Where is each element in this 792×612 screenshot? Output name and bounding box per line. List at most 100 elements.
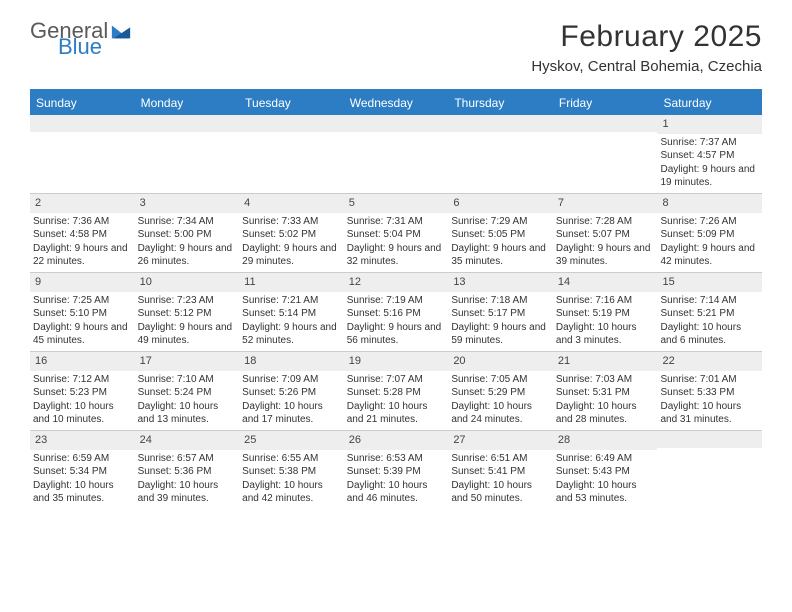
day-number: 11 (239, 273, 344, 292)
day-cell: 6Sunrise: 7:29 AMSunset: 5:05 PMDaylight… (448, 194, 553, 272)
day-number (553, 115, 658, 132)
day-info-line: Daylight: 10 hours and 53 minutes. (556, 479, 655, 506)
day-cell (135, 115, 240, 193)
day-cell (344, 115, 449, 193)
day-info-line: Sunset: 5:17 PM (451, 307, 550, 321)
day-number (30, 115, 135, 132)
day-info-line: Daylight: 10 hours and 31 minutes. (660, 400, 759, 427)
day-info-line: Daylight: 9 hours and 22 minutes. (33, 242, 132, 269)
day-number: 25 (239, 431, 344, 450)
day-number: 27 (448, 431, 553, 450)
day-number: 26 (344, 431, 449, 450)
day-cell: 16Sunrise: 7:12 AMSunset: 5:23 PMDayligh… (30, 352, 135, 430)
day-number: 3 (135, 194, 240, 213)
day-info-line: Sunrise: 7:36 AM (33, 215, 132, 229)
day-number: 28 (553, 431, 658, 450)
day-cell (239, 115, 344, 193)
day-info-line: Sunrise: 7:03 AM (556, 373, 655, 387)
day-cell: 9Sunrise: 7:25 AMSunset: 5:10 PMDaylight… (30, 273, 135, 351)
day-info-line: Daylight: 10 hours and 46 minutes. (347, 479, 446, 506)
day-info-line: Sunset: 5:04 PM (347, 228, 446, 242)
location-text: Hyskov, Central Bohemia, Czechia (531, 58, 762, 75)
day-info-line: Sunset: 5:36 PM (138, 465, 237, 479)
day-info-line: Daylight: 10 hours and 3 minutes. (556, 321, 655, 348)
day-info-line: Sunrise: 6:57 AM (138, 452, 237, 466)
day-cell: 24Sunrise: 6:57 AMSunset: 5:36 PMDayligh… (135, 431, 240, 509)
day-cell: 12Sunrise: 7:19 AMSunset: 5:16 PMDayligh… (344, 273, 449, 351)
day-cell: 10 Sunrise: 7:23 AMSunset: 5:12 PMDayligh… (135, 273, 240, 351)
day-info-line: Daylight: 9 hours and 39 minutes. (556, 242, 655, 269)
day-number: 1 (657, 115, 762, 134)
weeks-container: 1Sunrise: 7:37 AMSunset: 4:57 PMDaylight… (30, 115, 762, 509)
day-info-line: Sunrise: 7:29 AM (451, 215, 550, 229)
day-info-line: Sunset: 5:19 PM (556, 307, 655, 321)
day-cell: 14Sunrise: 7:16 AMSunset: 5:19 PMDayligh… (553, 273, 658, 351)
day-info-line: Sunrise: 7:21 AM (242, 294, 341, 308)
day-info-line: Daylight: 9 hours and 59 minutes. (451, 321, 550, 348)
day-info-line: Sunrise: 7:28 AM (556, 215, 655, 229)
day-info-line: Daylight: 9 hours and 42 minutes. (660, 242, 759, 269)
day-info-line: Sunset: 5:43 PM (556, 465, 655, 479)
day-number (448, 115, 553, 132)
day-info-line: Sunset: 5:07 PM (556, 228, 655, 242)
day-number: 12 (344, 273, 449, 292)
day-info-line: Sunrise: 7:16 AM (556, 294, 655, 308)
day-number: 8 (657, 194, 762, 213)
day-cell: 25Sunrise: 6:55 AMSunset: 5:38 PMDayligh… (239, 431, 344, 509)
day-info-line: Daylight: 10 hours and 50 minutes. (451, 479, 550, 506)
day-cell: 2Sunrise: 7:36 AMSunset: 4:58 PMDaylight… (30, 194, 135, 272)
day-cell: 11Sunrise: 7:21 AMSunset: 5:14 PMDayligh… (239, 273, 344, 351)
day-cell: 26Sunrise: 6:53 AMSunset: 5:39 PMDayligh… (344, 431, 449, 509)
day-number: 22 (657, 352, 762, 371)
logo-text: General Blue (30, 20, 132, 58)
day-number: 7 (553, 194, 658, 213)
day-cell: 4Sunrise: 7:33 AMSunset: 5:02 PMDaylight… (239, 194, 344, 272)
day-cell: 19Sunrise: 7:07 AMSunset: 5:28 PMDayligh… (344, 352, 449, 430)
day-info-line: Sunset: 5:21 PM (660, 307, 759, 321)
day-number (239, 115, 344, 132)
day-info-line: Sunset: 4:57 PM (660, 149, 759, 163)
day-cell: 23Sunrise: 6:59 AMSunset: 5:34 PMDayligh… (30, 431, 135, 509)
day-info-line: Sunset: 5:34 PM (33, 465, 132, 479)
day-info-line: Daylight: 10 hours and 24 minutes. (451, 400, 550, 427)
week-row: 1Sunrise: 7:37 AMSunset: 4:57 PMDaylight… (30, 115, 762, 193)
day-info-line: Sunset: 5:31 PM (556, 386, 655, 400)
day-number (344, 115, 449, 132)
day-info-line: Sunset: 5:26 PM (242, 386, 341, 400)
day-info-line: Sunrise: 6:59 AM (33, 452, 132, 466)
day-header-sun: Sunday (30, 91, 135, 115)
day-cell: 1Sunrise: 7:37 AMSunset: 4:57 PMDaylight… (657, 115, 762, 193)
day-info-line: Sunrise: 7:23 AM (138, 294, 237, 308)
day-info-line: Sunset: 5:02 PM (242, 228, 341, 242)
day-number: 21 (553, 352, 658, 371)
day-info-line: Sunrise: 6:49 AM (556, 452, 655, 466)
day-number: 10 (135, 273, 240, 292)
week-row: 2Sunrise: 7:36 AMSunset: 4:58 PMDaylight… (30, 193, 762, 272)
week-row: 9Sunrise: 7:25 AMSunset: 5:10 PMDaylight… (30, 272, 762, 351)
day-cell: 3Sunrise: 7:34 AMSunset: 5:00 PMDaylight… (135, 194, 240, 272)
day-info-line: Sunrise: 7:01 AM (660, 373, 759, 387)
day-info-line: Daylight: 9 hours and 35 minutes. (451, 242, 550, 269)
day-info-line: Sunset: 5:23 PM (33, 386, 132, 400)
day-info-line: Sunrise: 7:12 AM (33, 373, 132, 387)
day-info-line: Sunrise: 7:19 AM (347, 294, 446, 308)
day-number: 18 (239, 352, 344, 371)
day-info-line: Sunset: 5:00 PM (138, 228, 237, 242)
day-info-line: Daylight: 10 hours and 28 minutes. (556, 400, 655, 427)
day-info-line: Sunset: 5:12 PM (138, 307, 237, 321)
day-header-row: Sunday Monday Tuesday Wednesday Thursday… (30, 91, 762, 115)
day-number: 17 (135, 352, 240, 371)
day-info-line: Sunset: 5:33 PM (660, 386, 759, 400)
day-info-line: Sunrise: 7:34 AM (138, 215, 237, 229)
day-info-line: Daylight: 9 hours and 49 minutes. (138, 321, 237, 348)
day-info-line: Sunset: 5:39 PM (347, 465, 446, 479)
month-title: February 2025 (531, 20, 762, 54)
day-number: 16 (30, 352, 135, 371)
day-cell: 28 Sunrise: 6:49 AMSunset: 5:43 PMDayligh… (553, 431, 658, 509)
day-info-line: Sunset: 5:05 PM (451, 228, 550, 242)
day-header-tue: Tuesday (239, 91, 344, 115)
day-cell: 22 Sunrise: 7:01 AMSunset: 5:33 PMDayligh… (657, 352, 762, 430)
day-info-line: Daylight: 9 hours and 52 minutes. (242, 321, 341, 348)
day-info-line: Daylight: 9 hours and 29 minutes. (242, 242, 341, 269)
day-header-mon: Monday (135, 91, 240, 115)
